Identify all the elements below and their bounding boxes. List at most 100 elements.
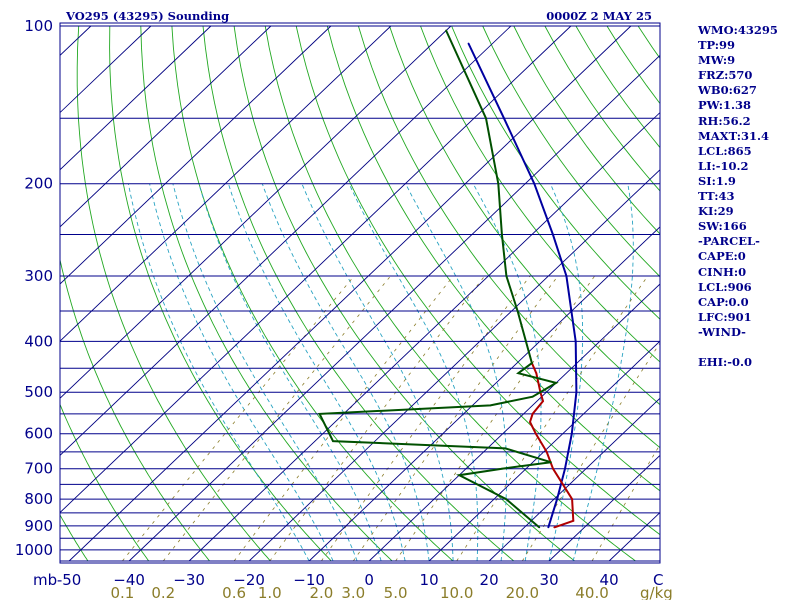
parcel-point bbox=[533, 182, 536, 185]
dewpoint-point bbox=[531, 362, 533, 364]
dry-adiabat bbox=[389, 25, 660, 406]
index-line: WB0:627 bbox=[698, 83, 757, 98]
parcel-point bbox=[467, 42, 470, 45]
isotherms bbox=[60, 25, 660, 562]
dry-adiabat bbox=[482, 25, 660, 278]
pressure-tick-label: 700 bbox=[24, 460, 53, 478]
moist-adiabat bbox=[127, 183, 310, 562]
temperature-unit-label: C bbox=[653, 571, 663, 589]
moist-adiabat bbox=[198, 183, 382, 562]
index-line: SI:1.9 bbox=[698, 173, 736, 188]
dry-adiabat bbox=[109, 25, 332, 562]
isotherm bbox=[60, 25, 272, 228]
isotherm bbox=[60, 25, 392, 342]
mixing-ratio-line bbox=[456, 275, 649, 562]
mixing-ratio-lines bbox=[122, 275, 660, 562]
moist-adiabat bbox=[548, 183, 584, 562]
pressure-unit-label: mb bbox=[33, 571, 57, 589]
temperature-point bbox=[545, 451, 548, 453]
dry-adiabat bbox=[60, 257, 210, 562]
mixing-ratio-line bbox=[591, 443, 660, 562]
pressure-tick-label: 900 bbox=[24, 517, 53, 535]
mixing-ratio-tick-label: 0.1 bbox=[110, 584, 134, 600]
temperature-tick-label: −20 bbox=[233, 571, 265, 589]
temperature-point bbox=[571, 498, 573, 500]
index-line: MAXT:31.4 bbox=[698, 128, 769, 143]
temperature-tick-label: −40 bbox=[113, 571, 145, 589]
chart-title: VO295 (43295) Sounding bbox=[65, 9, 229, 23]
index-line: -PARCEL- bbox=[698, 234, 760, 249]
index-line: PW:1.38 bbox=[698, 98, 752, 113]
dry-adiabat bbox=[60, 514, 89, 562]
pressure-tick-label: 500 bbox=[24, 383, 53, 401]
temperature-tick-label: -50 bbox=[57, 571, 82, 589]
mixing-ratio-line bbox=[269, 275, 486, 562]
isotherm bbox=[60, 25, 572, 514]
dewpoint-point bbox=[501, 467, 503, 470]
dewpoint-point bbox=[555, 382, 557, 384]
mixing-ratio-line bbox=[521, 342, 660, 562]
pressure-tick-label: 300 bbox=[24, 267, 53, 285]
mixing-ratio-unit-label: g/kg bbox=[640, 584, 673, 600]
dry-adiabat bbox=[326, 25, 660, 492]
temperature-point bbox=[553, 526, 556, 529]
temperature-trace bbox=[528, 362, 575, 529]
dry-adiabat bbox=[451, 25, 660, 320]
dewpoint-point bbox=[501, 233, 503, 236]
parcel-point bbox=[547, 526, 550, 529]
dewpoint-point bbox=[458, 474, 461, 477]
mixing-ratio-tick-label: 20.0 bbox=[506, 584, 539, 600]
plot-frame bbox=[59, 22, 661, 564]
temperature-tick-label: −10 bbox=[293, 571, 325, 589]
parcel-point bbox=[556, 498, 558, 500]
dewpoint-point bbox=[489, 404, 492, 407]
temperature-point bbox=[552, 467, 554, 470]
index-line: -WIND- bbox=[698, 324, 746, 339]
parcel-point bbox=[570, 432, 573, 435]
mixing-ratio-tick-label: 5.0 bbox=[384, 584, 408, 600]
dry-adiabat bbox=[295, 25, 660, 536]
dewpoint-point bbox=[485, 117, 487, 120]
dewpoint-point bbox=[332, 440, 334, 442]
mixing-ratio-tick-label: 0.2 bbox=[151, 584, 175, 600]
mixing-ratio-line bbox=[352, 275, 559, 562]
temperature-tick-label: −30 bbox=[173, 571, 205, 589]
mixing-ratio-tick-label: 10.0 bbox=[440, 584, 473, 600]
parcel-point bbox=[565, 275, 568, 277]
moist-adiabat bbox=[348, 183, 479, 561]
pressure-tick-label: 600 bbox=[24, 425, 53, 443]
dry-adiabat bbox=[60, 403, 150, 562]
moist-adiabat bbox=[472, 183, 542, 562]
index-line: WMO:43295 bbox=[698, 23, 778, 37]
mixing-ratio-tick-label: 2.0 bbox=[309, 584, 333, 600]
isotherm bbox=[128, 54, 660, 562]
dewpoint-point bbox=[517, 372, 520, 375]
isotherm bbox=[60, 25, 512, 457]
index-line: LI:-10.2 bbox=[698, 158, 749, 173]
parcel-point bbox=[574, 340, 577, 343]
parcel-point bbox=[552, 233, 554, 236]
temperature-tick-labels: -50 −40 −30 −20 −10 0 10 20 30 40 bbox=[57, 571, 619, 589]
mixing-ratio-tick-label: 1.0 bbox=[258, 584, 282, 600]
isotherm bbox=[308, 226, 660, 562]
index-line: MW:9 bbox=[698, 53, 736, 68]
isotherm bbox=[60, 25, 332, 285]
isotherm bbox=[68, 25, 632, 562]
temperature-point bbox=[531, 413, 534, 415]
temperature-tick-label: 20 bbox=[480, 571, 499, 589]
temperature-point bbox=[534, 432, 537, 435]
isobars bbox=[60, 25, 660, 562]
valid-time: 0000Z 2 MAY 25 bbox=[546, 9, 652, 23]
dry-adiabat bbox=[420, 25, 660, 363]
index-line: FRZ:570 bbox=[698, 68, 753, 83]
moist-adiabat bbox=[572, 183, 634, 562]
isotherm bbox=[60, 25, 452, 399]
pressure-tick-label: 1000 bbox=[15, 541, 53, 559]
dewpoint-point bbox=[318, 413, 321, 415]
dewpoint-point bbox=[538, 526, 541, 529]
isotherm bbox=[548, 454, 660, 562]
dry-adiabat bbox=[202, 25, 515, 562]
isotherm bbox=[248, 169, 660, 562]
index-line: RH:56.2 bbox=[698, 113, 751, 128]
pressure-tick-labels: 100 200 300 400 500 600 700 800 900 1000 bbox=[15, 17, 53, 559]
